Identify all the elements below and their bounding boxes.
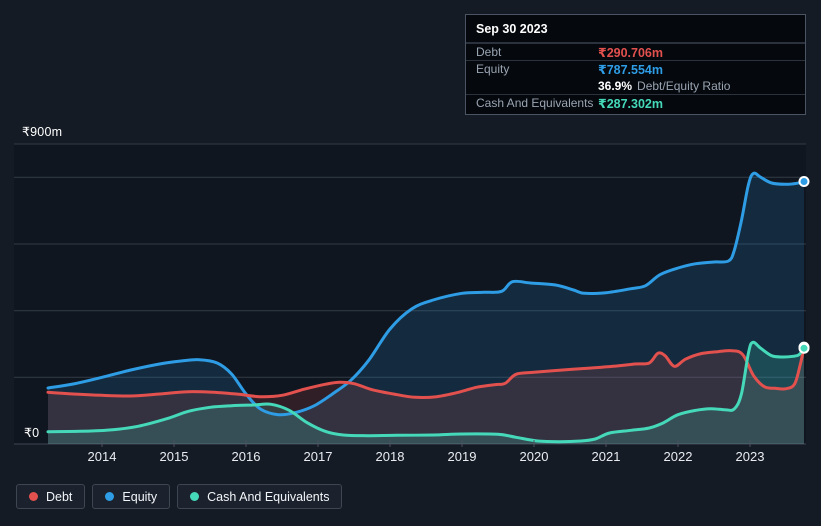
tooltip-ratio-label: Debt/Equity Ratio [637,78,731,93]
x-axis-label: 2020 [520,449,549,464]
cash-and-equivalents-endpoint-marker [798,342,810,354]
tooltip-date: Sep 30 2023 [466,15,805,43]
tooltip-row-debt: Debt ₹290.706m [466,43,805,60]
equity-line [46,171,806,417]
tooltip-ratio: 36.9% Debt/Equity Ratio [598,79,730,93]
x-axis-label: 2015 [160,449,189,464]
tooltip-equity-value: ₹787.554m [598,62,663,77]
legend-cash-and-equivalents-button[interactable]: Cash And Equivalents [177,484,343,509]
tooltip-row-ratio: 36.9% Debt/Equity Ratio [466,77,805,94]
legend-dot-icon [190,492,200,501]
x-axis-label: 2018 [376,449,405,464]
tooltip-row-equity: Equity ₹787.554m [466,60,805,77]
chart-tooltip: Sep 30 2023 Debt ₹290.706m Equity ₹787.5… [465,14,806,115]
x-axis-label: 2014 [88,449,117,464]
x-axis-label: 2022 [664,449,693,464]
cash-and-equivalents-area [48,342,804,444]
tooltip-ratio-value: 36.9% [598,78,633,93]
debt-line [46,345,806,400]
legend-debt-button[interactable]: Debt [16,484,86,509]
x-axis-label: 2017 [304,449,333,464]
tooltip-cash-value: ₹287.302m [598,96,663,111]
x-axis-label: 2016 [232,449,261,464]
chart-legend: Debt Equity Cash And Equivalents [16,484,343,509]
tooltip-debt-value: ₹290.706m [598,45,663,60]
legend-equity-button[interactable]: Equity [92,484,171,509]
legend-label: Debt [46,489,73,504]
tooltip-debt-label: Debt [476,45,502,59]
equity-endpoint-marker [798,176,810,187]
x-axis-label: 2021 [592,449,621,464]
x-axis-label: 2023 [736,449,765,464]
legend-dot-icon [29,492,38,501]
x-axis-label: 2019 [448,449,477,464]
legend-label: Equity [122,489,158,504]
legend-dot-icon [105,492,115,501]
debt-area [48,347,804,444]
tooltip-cash-label: Cash And Equivalents [476,96,594,110]
tooltip-equity-label: Equity [476,62,510,76]
legend-label: Cash And Equivalents [207,489,330,504]
cash-and-equivalents-line [46,340,806,444]
y-axis-label-max: ₹900m [22,125,63,139]
equity-area [48,173,804,444]
tooltip-row-cash: Cash And Equivalents ₹287.302m [466,94,805,114]
y-axis-label-zero: ₹0 [24,426,40,440]
